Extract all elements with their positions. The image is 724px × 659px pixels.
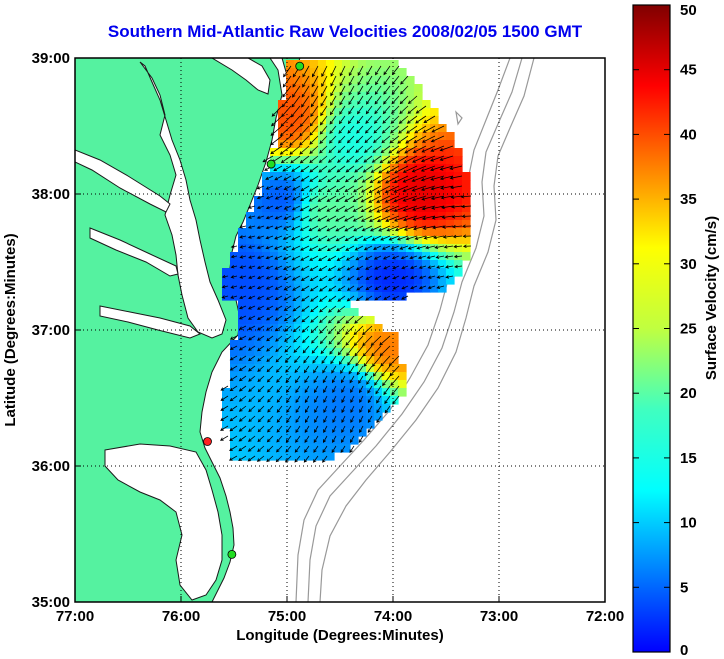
delaware-bay [211, 58, 271, 95]
y-tick-label: 35:00 [32, 594, 70, 611]
colorbar-tick-label: 0 [680, 642, 688, 659]
x-tick-label: 72:00 [586, 608, 624, 625]
y-axis-label: Latitude (Degrees:Minutes) [2, 233, 19, 426]
velocity-vectors [219, 65, 472, 463]
x-tick-label: 75:00 [268, 608, 306, 625]
y-tick-label: 36:00 [32, 458, 70, 475]
y-tick-label: 39:00 [32, 50, 70, 67]
colorbar-label: Surface Velocity (cm/s) [703, 216, 720, 380]
chesapeake-bay [139, 61, 227, 339]
rappahannock-river [89, 227, 179, 277]
colorbar-tick-label: 45 [680, 62, 697, 79]
y-tick-label: 38:00 [32, 186, 70, 203]
colorbar-tick-label: 35 [680, 191, 697, 208]
x-axis-ticks: 77:00 76:00 75:00 74:00 73:00 72:00 [56, 596, 624, 625]
x-tick-label: 73:00 [480, 608, 518, 625]
x-tick-label: 74:00 [374, 608, 412, 625]
colorbar-tick-label: 10 [680, 515, 697, 532]
station-marker [227, 550, 237, 559]
colorbar-tick-label: 50 [680, 2, 697, 19]
colorbar-tick-label: 40 [680, 126, 697, 143]
colorbar-tick-label: 15 [680, 450, 697, 467]
colorbar-tick-label: 20 [680, 385, 697, 402]
pamlico-sound [104, 443, 223, 601]
colorbar [632, 4, 671, 653]
x-tick-label: 77:00 [56, 608, 94, 625]
x-axis-label: Longitude (Degrees:Minutes) [236, 627, 444, 644]
y-tick-label: 37:00 [32, 322, 70, 339]
map-grid [75, 58, 605, 602]
colorbar-tick-label: 30 [680, 256, 697, 273]
hf-radar-stations [203, 61, 305, 559]
map-title: Southern Mid-Atlantic Raw Velocities 200… [107, 22, 583, 41]
colorbar-tick-label: 5 [680, 579, 688, 596]
x-tick-label: 76:00 [162, 608, 200, 625]
potomac-river [75, 149, 171, 213]
station-marker [266, 159, 276, 169]
colorbar-tick-label: 25 [680, 321, 697, 338]
station-marker [203, 437, 212, 446]
station-marker [295, 61, 305, 71]
y-axis-ticks: 39:00 38:00 37:00 36:00 35:00 [32, 50, 81, 611]
